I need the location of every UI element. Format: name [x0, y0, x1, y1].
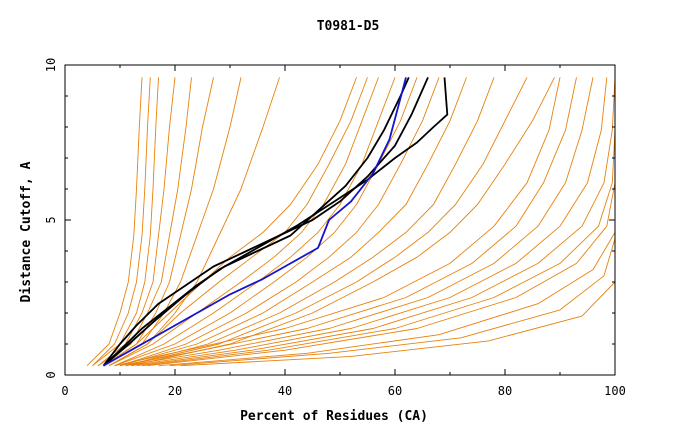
series-line-group-b-2 — [108, 77, 368, 367]
series-line-group-a-2 — [92, 77, 151, 367]
series-line-highlight-1 — [102, 77, 410, 367]
series-line-group-c-6 — [141, 77, 616, 367]
series-line-group-a-7 — [103, 77, 242, 367]
series-line-group-a-6 — [103, 77, 214, 367]
series-line-group-b-3 — [108, 77, 379, 367]
series-line-group-a-5 — [97, 77, 192, 367]
series-line-group-b-4 — [114, 77, 396, 367]
series-line-group-a-4 — [97, 77, 176, 367]
series-line-group-c-5 — [136, 77, 616, 367]
series-line-highlight-3 — [102, 77, 449, 367]
series-line-group-c-2 — [119, 77, 577, 367]
x-tick-label: 80 — [498, 384, 512, 398]
x-tick-label: 100 — [604, 384, 626, 398]
series-line-group-c-8 — [158, 77, 616, 367]
series-layer — [86, 77, 616, 367]
series-line-group-b-6 — [119, 77, 440, 367]
x-tick-label: 40 — [278, 384, 292, 398]
y-tick-label: 0 — [44, 371, 58, 378]
series-line-group-b-8 — [125, 77, 495, 367]
series-line-group-a-1 — [86, 77, 143, 367]
x-tick-label: 20 — [168, 384, 182, 398]
series-line-highlight-2 — [102, 77, 429, 367]
series-line-group-b-9 — [125, 77, 528, 367]
series-line-group-b-10 — [130, 77, 555, 367]
series-line-group-b-5 — [114, 77, 418, 367]
series-line-group-b-1 — [103, 77, 357, 367]
series-line-group-b-7 — [119, 77, 467, 367]
series-line-group-a-3 — [92, 77, 159, 367]
plot-frame — [64, 64, 616, 376]
y-axis-label: Distance Cutoff, A — [19, 161, 34, 302]
series-line-group-c-4 — [130, 77, 608, 367]
series-line-highlight-blue — [103, 77, 407, 367]
x-tick-label: 60 — [388, 384, 402, 398]
x-axis-label: Percent of Residues (CA) — [240, 409, 428, 424]
y-tick-label: 5 — [44, 216, 58, 223]
series-line-group-c-3 — [125, 77, 594, 367]
x-tick-label: 0 — [61, 384, 68, 398]
series-line-group-c-10 — [180, 77, 616, 367]
axis-ticks: 0 20 40 60 80 100 0 5 10 — [44, 58, 626, 398]
series-line-group-c-1 — [114, 77, 561, 367]
chart-title: T0981-D5 — [317, 19, 380, 34]
y-tick-label: 10 — [44, 58, 58, 72]
series-line-group-c-7 — [147, 77, 616, 367]
